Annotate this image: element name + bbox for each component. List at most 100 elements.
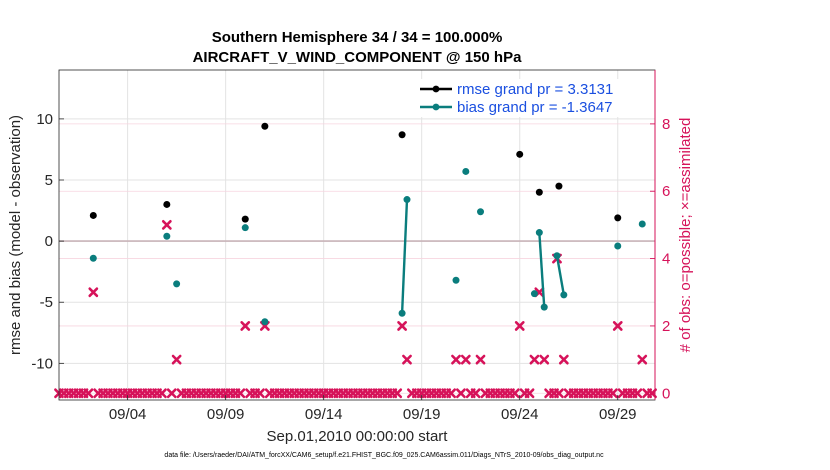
assimilated-marker bbox=[529, 354, 540, 365]
rmse-point bbox=[555, 182, 563, 190]
y-axis-ticks: 10 5 0 -5 -10 bbox=[31, 111, 64, 372]
cross-center bbox=[336, 391, 340, 395]
cross-center bbox=[635, 391, 639, 395]
legend-bias-label: bias grand pr = -1.3647 bbox=[457, 99, 613, 116]
bias-point bbox=[241, 224, 249, 232]
assimilated-marker bbox=[240, 321, 251, 331]
y-tick-label: 0 bbox=[45, 233, 53, 250]
bias-point bbox=[173, 280, 181, 288]
cross-center bbox=[204, 391, 208, 395]
cross-center bbox=[366, 391, 370, 395]
rmse-point bbox=[163, 200, 171, 208]
cross-center bbox=[562, 357, 566, 362]
cross-center bbox=[621, 391, 625, 395]
y-tick-label: 10 bbox=[36, 111, 53, 128]
cross-center bbox=[630, 391, 635, 395]
cross-center bbox=[228, 391, 233, 395]
bias-point bbox=[452, 276, 460, 284]
assimilated-marker bbox=[612, 321, 623, 331]
cross-center bbox=[606, 391, 610, 395]
bias-point bbox=[163, 232, 171, 240]
cross-center bbox=[268, 391, 272, 395]
cross-center bbox=[444, 391, 448, 395]
cross-center bbox=[312, 391, 316, 395]
bias-point bbox=[89, 254, 97, 262]
cross-center bbox=[596, 391, 600, 395]
cross-center bbox=[429, 391, 434, 395]
cross-center bbox=[474, 391, 478, 395]
assimilated-marker bbox=[514, 321, 525, 331]
bias-point bbox=[261, 318, 269, 326]
cross-center bbox=[434, 391, 439, 395]
cross-center bbox=[483, 391, 488, 395]
bias-line-segment bbox=[555, 255, 566, 296]
cross-center bbox=[179, 391, 184, 395]
cross-center bbox=[537, 290, 541, 294]
assimilated-marker bbox=[539, 354, 550, 365]
cross-center bbox=[557, 391, 561, 395]
bias-point bbox=[560, 291, 568, 299]
cross-center bbox=[81, 391, 86, 395]
cross-center bbox=[101, 391, 105, 395]
assimilated-zero-marker bbox=[83, 388, 94, 399]
legend-box bbox=[415, 79, 653, 117]
cross-center bbox=[317, 391, 321, 395]
x-tick-label: 09/09 bbox=[207, 406, 245, 423]
cross-center bbox=[326, 391, 331, 395]
cross-center bbox=[199, 391, 203, 395]
cross-center bbox=[576, 391, 581, 395]
cross-center bbox=[170, 391, 174, 395]
x-tick-label: 09/19 bbox=[403, 406, 441, 423]
bias-point bbox=[614, 242, 622, 250]
cross-center bbox=[385, 391, 389, 395]
chart-subtitle: AIRCRAFT_V_WIND_COMPONENT @ 150 hPa bbox=[193, 49, 523, 66]
cross-center bbox=[395, 391, 399, 395]
cross-center bbox=[390, 391, 394, 395]
right-tick-label: 0 bbox=[662, 385, 670, 402]
cross-center bbox=[106, 391, 110, 395]
x-axis-label: Sep.01,2010 00:00:00 start bbox=[267, 428, 449, 445]
cross-center bbox=[233, 391, 238, 395]
legend: rmse grand pr = 3.3131 bias grand pr = -… bbox=[415, 79, 653, 117]
cross-center bbox=[503, 391, 507, 395]
cross-center bbox=[572, 391, 576, 395]
rmse-series bbox=[89, 122, 622, 223]
right-tick-label: 2 bbox=[662, 318, 670, 335]
x-tick-label: 09/24 bbox=[501, 406, 539, 423]
assimilated-marker bbox=[637, 354, 648, 365]
cross-center bbox=[126, 391, 130, 395]
assimilated-marker bbox=[558, 354, 569, 365]
y-tick-label: -10 bbox=[31, 355, 53, 372]
cross-center bbox=[508, 391, 512, 395]
x-tick-label: 09/29 bbox=[599, 406, 637, 423]
cross-center bbox=[238, 391, 242, 395]
cross-center bbox=[150, 391, 154, 395]
assimilated-zero-marker bbox=[235, 388, 246, 399]
rmse-point bbox=[398, 131, 406, 139]
bias-point bbox=[477, 208, 485, 216]
assimilated-zero-marker bbox=[632, 388, 643, 399]
cross-center bbox=[96, 391, 100, 395]
legend-rmse-marker bbox=[432, 85, 440, 93]
y-tick-label: 5 bbox=[45, 172, 53, 189]
cross-center bbox=[86, 391, 91, 395]
cross-center bbox=[361, 391, 365, 395]
assimilated-zero-marker bbox=[470, 388, 481, 399]
cross-center bbox=[209, 391, 213, 395]
cross-center bbox=[155, 391, 159, 395]
cross-center bbox=[322, 391, 326, 395]
bias-point bbox=[638, 220, 646, 228]
cross-center bbox=[415, 391, 419, 395]
cross-center bbox=[77, 391, 81, 395]
bias-line-segment bbox=[400, 199, 409, 314]
cross-center bbox=[513, 391, 517, 395]
cross-center bbox=[405, 357, 409, 362]
cross-center bbox=[591, 391, 595, 395]
bias-point bbox=[553, 252, 561, 260]
cross-center bbox=[420, 391, 424, 395]
cross-center bbox=[62, 391, 66, 395]
cross-center bbox=[625, 391, 630, 395]
cross-center bbox=[410, 391, 414, 395]
cross-center bbox=[160, 391, 164, 395]
cross-center bbox=[248, 391, 252, 395]
